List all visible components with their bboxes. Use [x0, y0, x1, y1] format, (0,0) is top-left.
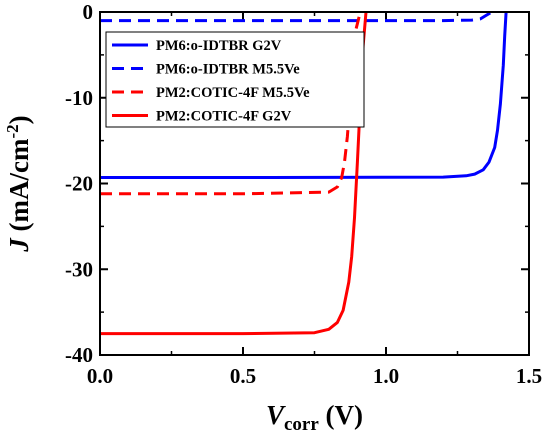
series-line-1	[100, 11, 508, 179]
y-tick-label: -40	[65, 343, 93, 367]
x-axis-title-sub: corr	[284, 414, 319, 435]
x-tick-label: 1.5	[516, 364, 542, 388]
x-tick-label: 0.5	[230, 364, 256, 388]
x-tick-label: 1.0	[373, 364, 399, 388]
ticks-layer: 0.0 0.5 1.0 1.5 0 -10 -20 -30 -40	[65, 0, 542, 388]
y-tick-label: -20	[65, 172, 93, 196]
y-axis-title-unit: (mA/cm	[4, 138, 34, 238]
legend-label-1: PM6:o-IDTBR G2V	[156, 38, 282, 54]
y-axis-title-close: )	[4, 115, 34, 124]
legend-box	[105, 31, 365, 128]
legend: PM6:o-IDTBR G2V PM6:o-IDTBR M5.5Ve PM2:COT…	[105, 31, 365, 128]
y-tick-label: 0	[83, 0, 94, 24]
y-tick-label: -10	[65, 86, 93, 110]
legend-label-2: PM6:o-IDTBR M5.5Ve	[156, 62, 300, 78]
y-axis-title-sup: -2	[3, 124, 22, 138]
y-axis-title-main: J	[4, 237, 34, 253]
plot-frame	[99, 11, 530, 356]
legend-items: PM6:o-IDTBR G2V PM6:o-IDTBR M5.5Ve PM2:COT…	[112, 38, 310, 125]
x-tick-label: 0.0	[87, 364, 113, 388]
x-axis-title-unit: (V)	[319, 400, 363, 430]
x-axis-title-main: V	[266, 400, 286, 430]
y-axis-title: J (mA/cm-2)	[3, 115, 34, 252]
series-line-3	[100, 11, 362, 196]
x-axis-title: Vcorr (V)	[266, 400, 363, 435]
y-tick-label: -30	[65, 257, 93, 281]
legend-label-3: PM2:COTIC-4F M5.5Ve	[156, 85, 310, 101]
legend-label-4: PM2:COTIC-4F G2V	[156, 109, 292, 125]
series-line-2	[100, 10, 493, 23]
